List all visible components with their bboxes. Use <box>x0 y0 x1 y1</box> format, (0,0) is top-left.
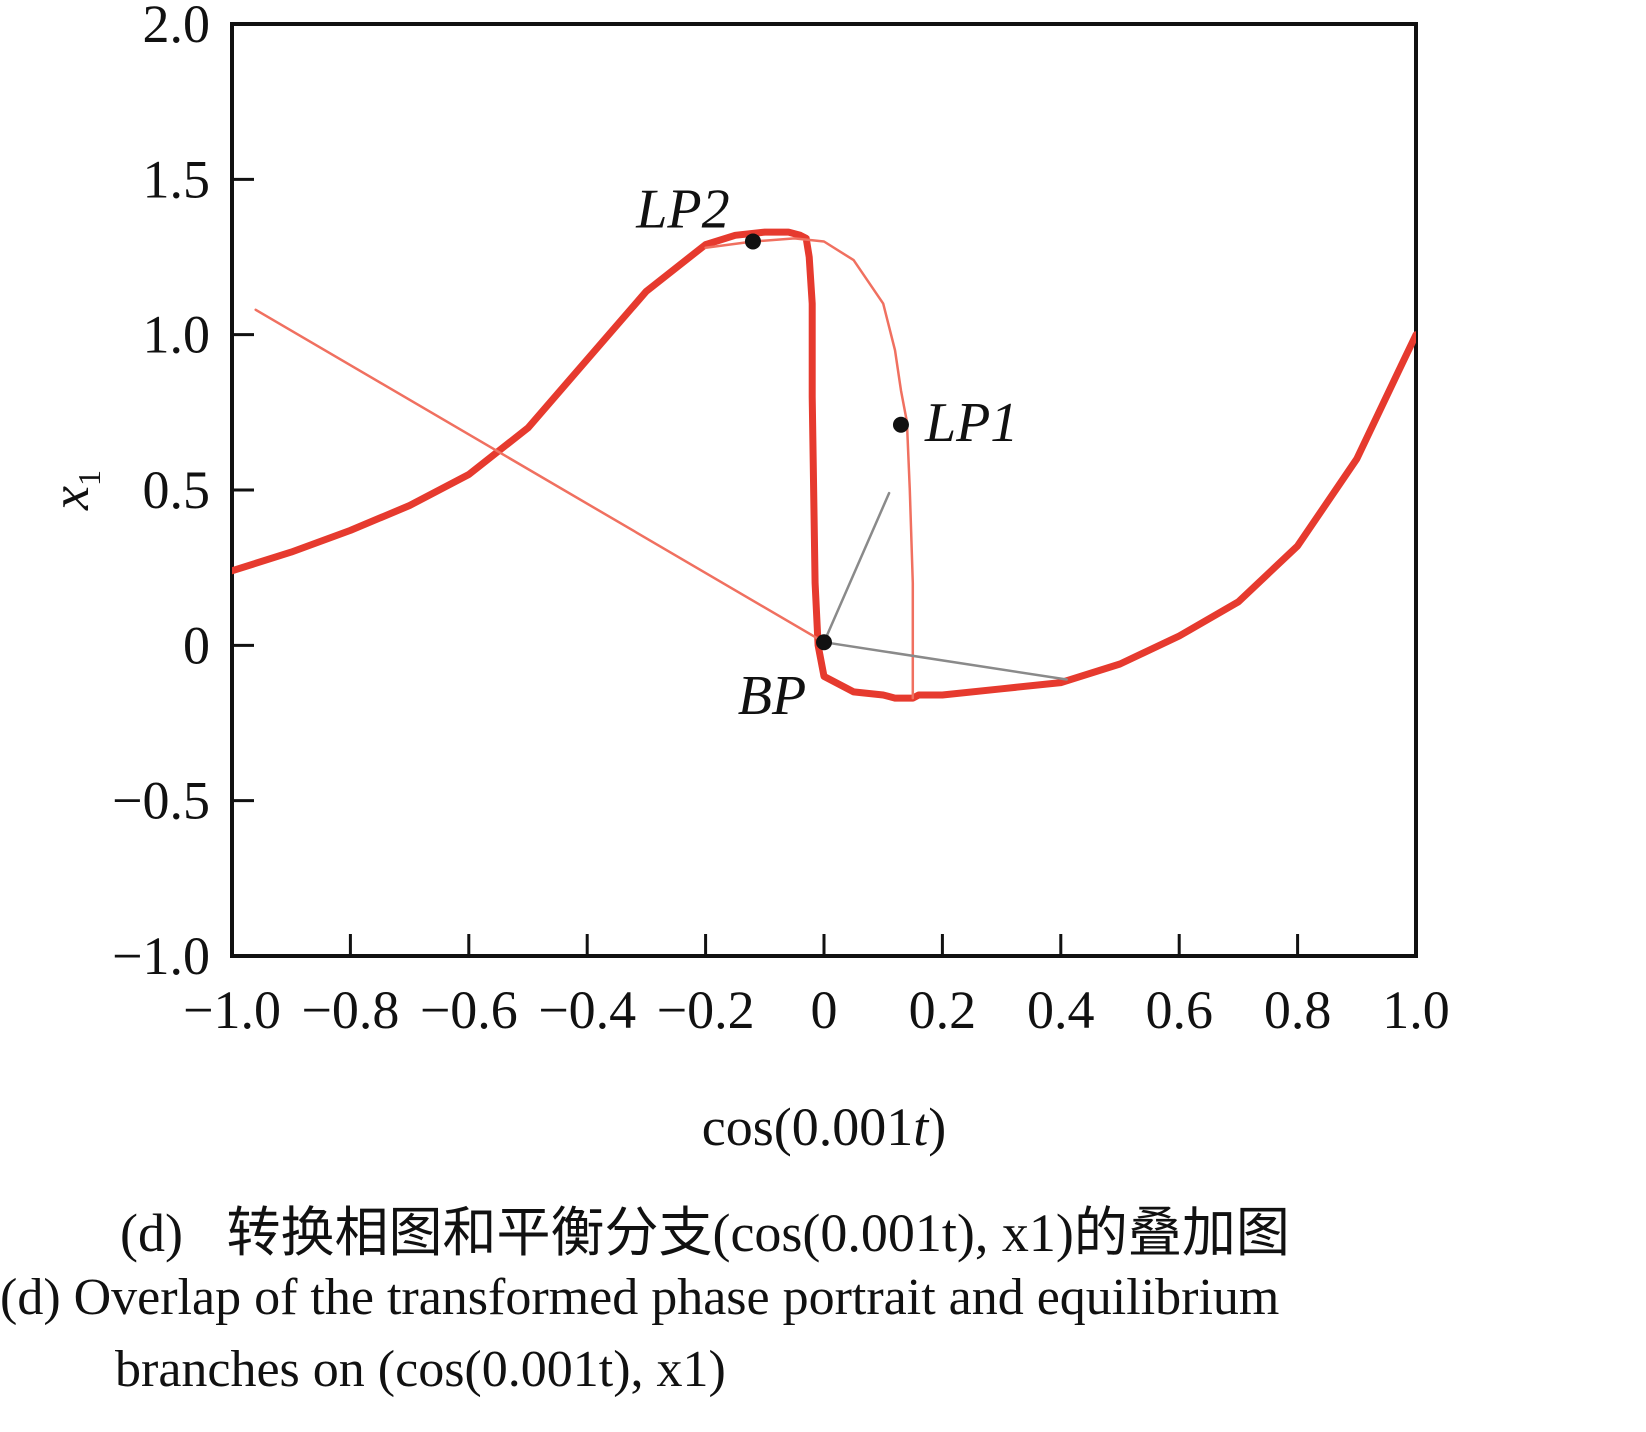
x-tick-label: −0.4 <box>538 980 636 1040</box>
x-tick-label: 0.6 <box>1145 980 1213 1040</box>
x-axis-title: cos(0.001t) <box>702 1097 946 1157</box>
point-lp1 <box>892 416 909 433</box>
caption-en-line2: branches on (cos(0.001t), x1) <box>115 1341 726 1398</box>
caption-english: (d) Overlap of the transformed phase por… <box>0 1262 1279 1406</box>
x-tick-label: 1.0 <box>1382 980 1450 1040</box>
y-tick-label: 1.5 <box>143 149 211 209</box>
point-label-bp: BP <box>738 665 806 727</box>
x-tick-label: 0.2 <box>909 980 977 1040</box>
y-tick-label: 0.5 <box>143 460 211 520</box>
x-tick-label: −1.0 <box>183 980 281 1040</box>
x-tick-label: 0.8 <box>1264 980 1332 1040</box>
x-tick-label: −0.8 <box>301 980 399 1040</box>
series-equilibrium-upper <box>704 237 915 700</box>
point-lp2 <box>744 233 761 250</box>
point-bp <box>816 634 832 651</box>
caption-en-line1: (d) Overlap of the transformed phase por… <box>0 1269 1280 1326</box>
x-tick-label: −0.2 <box>657 980 755 1040</box>
series-phase-portrait <box>232 228 1416 702</box>
y-tick-label: 2.0 <box>143 0 211 54</box>
y-tick-label: 0 <box>183 615 210 675</box>
point-label-lp2: LP2 <box>635 178 729 240</box>
caption-chinese: (d) 转换相图和平衡分支(cos(0.001t), x1)的叠加图 <box>120 1188 1290 1267</box>
y-tick-label: −1.0 <box>112 926 210 986</box>
tick-labels: −1.0 −0.8 −0.6 −0.4 −0.2 0 0.2 0.4 0.6 0.8 1.0 2.0 1… <box>112 0 1450 1040</box>
x-tick-label: 0 <box>811 980 838 1040</box>
x-tick-label: −0.6 <box>420 980 518 1040</box>
series-branch-connector <box>822 491 1068 681</box>
plot-frame <box>230 22 1418 958</box>
y-tick-label: −0.5 <box>112 771 210 831</box>
series-equilibrium-line <box>254 308 826 644</box>
y-tick-label: 1.0 <box>143 305 211 365</box>
x-tick-label: 0.4 <box>1027 980 1095 1040</box>
y-axis-title: x1 <box>40 470 107 511</box>
phase-portrait-chart: −1.0 −0.8 −0.6 −0.4 −0.2 0 0.2 0.4 0.6 0.8 1.0 2.0 1… <box>40 0 1450 1157</box>
caption-cn-text: 转换相图和平衡分支(cos(0.001t), x1)的叠加图 <box>226 1203 1290 1263</box>
points-layer: LP2 LP1 BP <box>635 178 1018 727</box>
axis-ticks <box>230 22 1418 958</box>
series-layer <box>232 228 1416 702</box>
caption-cn-prefix: (d) <box>120 1203 183 1263</box>
point-label-lp1: LP1 <box>924 392 1018 454</box>
